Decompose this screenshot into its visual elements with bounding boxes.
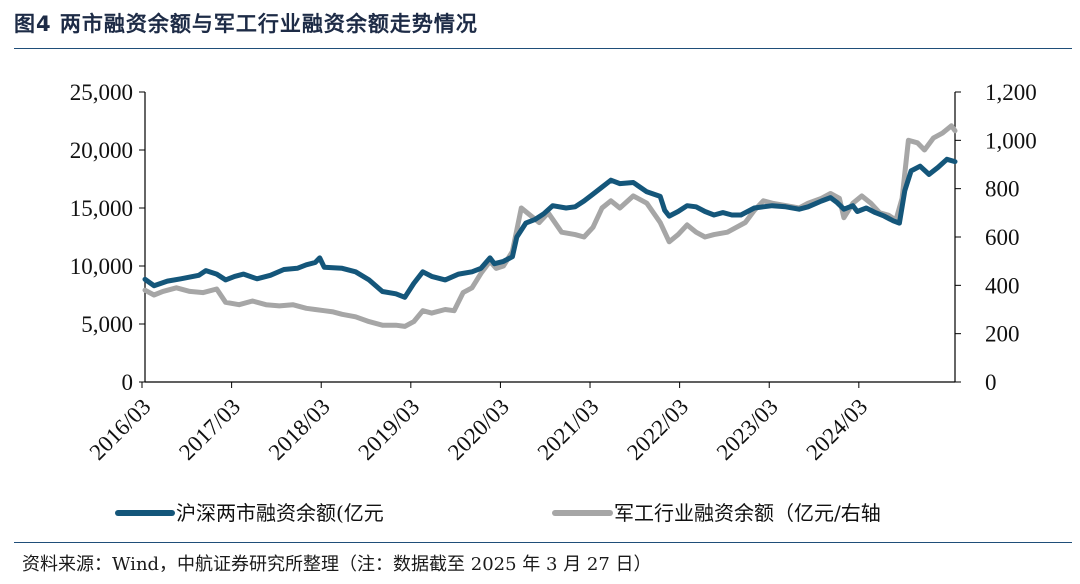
y-left-tick-label: 10,000 [70,254,133,279]
x-tick-label: 2022/03 [622,394,693,465]
title-divider [14,48,1072,49]
source-divider [14,542,1072,543]
y-left-tick-label: 0 [122,370,134,395]
figure-title: 图4 两市融资余额与军工行业融资余额走势情况 [14,12,478,36]
series-line-market [142,156,958,300]
x-tick-label: 2023/03 [712,394,783,465]
y-left-tick-label: 5,000 [81,312,133,337]
x-tick-label: 2021/03 [533,394,604,465]
x-tick-label: 2019/03 [353,394,424,465]
y-right-tick-label: 600 [985,225,1020,250]
series-layer [142,123,958,329]
x-tick-label: 2020/03 [443,394,514,465]
legend-label-market: 沪深两市融资余额(亿元 [176,501,384,525]
series-line-military [142,123,958,329]
y-left-tick-label: 20,000 [70,138,133,163]
y-right-tick-label: 400 [985,273,1020,298]
x-tick-label: 2018/03 [264,394,335,465]
y-left-tick-label: 25,000 [70,80,133,105]
y-left-tick-label: 15,000 [70,196,133,221]
source-note: 资料来源：Wind，中航证券研究所整理（注：数据截至 2025 年 3 月 27… [22,554,652,575]
legend-label-military: 军工行业融资余额（亿元/右轴 [614,501,881,525]
y-right-tick-label: 800 [985,177,1020,202]
x-tick-label: 2024/03 [801,394,872,465]
x-tick-label: 2017/03 [174,394,245,465]
legend: 沪深两市融资余额(亿元 军工行业融资余额（亿元/右轴 [115,501,881,525]
x-tick-label: 2016/03 [85,394,156,465]
y-right-tick-label: 0 [985,370,997,395]
y-right-tick-label: 200 [985,322,1020,347]
y-right-tick-label: 1,000 [985,128,1037,153]
y-right-tick-label: 1,200 [985,80,1037,105]
